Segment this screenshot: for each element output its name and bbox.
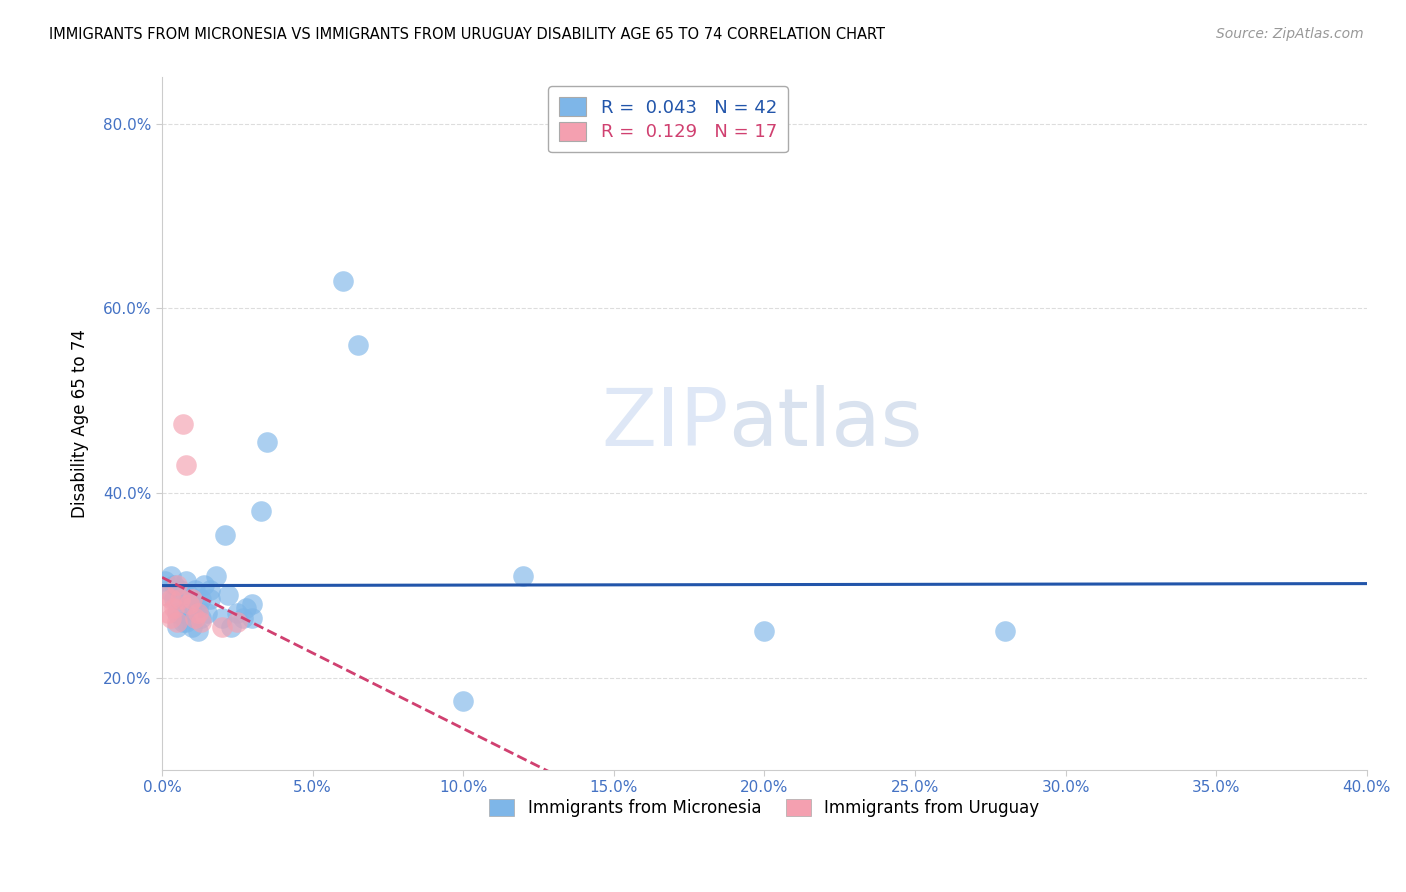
Point bbox=[153, 588, 176, 602]
Point bbox=[160, 569, 183, 583]
Point bbox=[187, 624, 209, 639]
Point bbox=[163, 592, 186, 607]
Text: IMMIGRANTS FROM MICRONESIA VS IMMIGRANTS FROM URUGUAY DISABILITY AGE 65 TO 74 CO: IMMIGRANTS FROM MICRONESIA VS IMMIGRANTS… bbox=[49, 27, 886, 42]
Y-axis label: Disability Age 65 to 74: Disability Age 65 to 74 bbox=[72, 329, 89, 518]
Point bbox=[346, 338, 368, 352]
Point bbox=[181, 592, 204, 607]
Point bbox=[166, 606, 188, 620]
Point bbox=[195, 606, 218, 620]
Point bbox=[163, 578, 186, 592]
Point bbox=[200, 592, 222, 607]
Text: ZIP: ZIP bbox=[600, 384, 728, 463]
Point bbox=[179, 588, 201, 602]
Point bbox=[187, 601, 209, 615]
Point bbox=[250, 504, 273, 518]
Point bbox=[157, 582, 180, 597]
Point bbox=[256, 435, 278, 450]
Point bbox=[184, 610, 207, 624]
Point bbox=[190, 615, 212, 630]
Point bbox=[166, 578, 188, 592]
Point bbox=[166, 615, 188, 630]
Point bbox=[166, 620, 188, 634]
Point bbox=[174, 574, 197, 588]
Point bbox=[187, 606, 209, 620]
Point bbox=[226, 615, 249, 630]
Point bbox=[153, 574, 176, 588]
Point bbox=[172, 417, 194, 431]
Point bbox=[181, 620, 204, 634]
Point bbox=[172, 606, 194, 620]
Point bbox=[451, 694, 474, 708]
Point bbox=[160, 592, 183, 607]
Point bbox=[512, 569, 534, 583]
Point bbox=[242, 597, 264, 611]
Point bbox=[232, 610, 254, 624]
Point bbox=[205, 569, 228, 583]
Point bbox=[242, 610, 264, 624]
Point bbox=[174, 615, 197, 630]
Point bbox=[214, 527, 236, 541]
Point bbox=[235, 601, 257, 615]
Point bbox=[169, 592, 191, 607]
Point bbox=[179, 597, 201, 611]
Point bbox=[184, 582, 207, 597]
Point bbox=[226, 606, 249, 620]
Point bbox=[172, 615, 194, 630]
Point bbox=[994, 624, 1017, 639]
Point bbox=[169, 582, 191, 597]
Text: atlas: atlas bbox=[728, 384, 922, 463]
Point bbox=[200, 582, 222, 597]
Point bbox=[174, 458, 197, 473]
Point bbox=[193, 578, 215, 592]
Point bbox=[754, 624, 776, 639]
Point bbox=[332, 274, 354, 288]
Point bbox=[217, 588, 239, 602]
Point bbox=[160, 610, 183, 624]
Legend: Immigrants from Micronesia, Immigrants from Uruguay: Immigrants from Micronesia, Immigrants f… bbox=[482, 792, 1046, 824]
Point bbox=[181, 597, 204, 611]
Point bbox=[211, 620, 233, 634]
Point bbox=[190, 592, 212, 607]
Text: Source: ZipAtlas.com: Source: ZipAtlas.com bbox=[1216, 27, 1364, 41]
Point bbox=[163, 601, 186, 615]
Point bbox=[157, 606, 180, 620]
Point bbox=[190, 610, 212, 624]
Point bbox=[211, 610, 233, 624]
Point bbox=[221, 620, 243, 634]
